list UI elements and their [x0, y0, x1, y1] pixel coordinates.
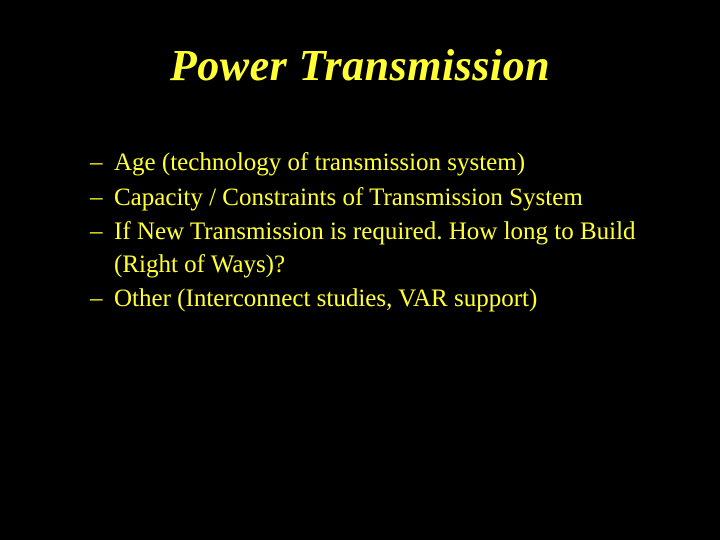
bullet-list: – Age (technology of transmission system…: [90, 147, 670, 316]
list-item: – Capacity / Constraints of Transmission…: [90, 182, 670, 215]
list-item: – Age (technology of transmission system…: [90, 147, 670, 180]
list-item: – If New Transmission is required. How l…: [90, 216, 670, 281]
bullet-marker: –: [90, 182, 103, 215]
bullet-text: Age (technology of transmission system): [114, 149, 525, 176]
bullet-marker: –: [90, 283, 103, 316]
bullet-text: If New Transmission is required. How lon…: [114, 218, 636, 278]
slide: Power Transmission – Age (technology of …: [0, 0, 720, 540]
bullet-marker: –: [90, 147, 103, 180]
list-item: – Other (Interconnect studies, VAR suppo…: [90, 283, 670, 316]
bullet-marker: –: [90, 216, 103, 249]
bullet-text: Other (Interconnect studies, VAR support…: [114, 285, 537, 312]
slide-title: Power Transmission: [50, 40, 670, 91]
bullet-text: Capacity / Constraints of Transmission S…: [114, 184, 583, 211]
